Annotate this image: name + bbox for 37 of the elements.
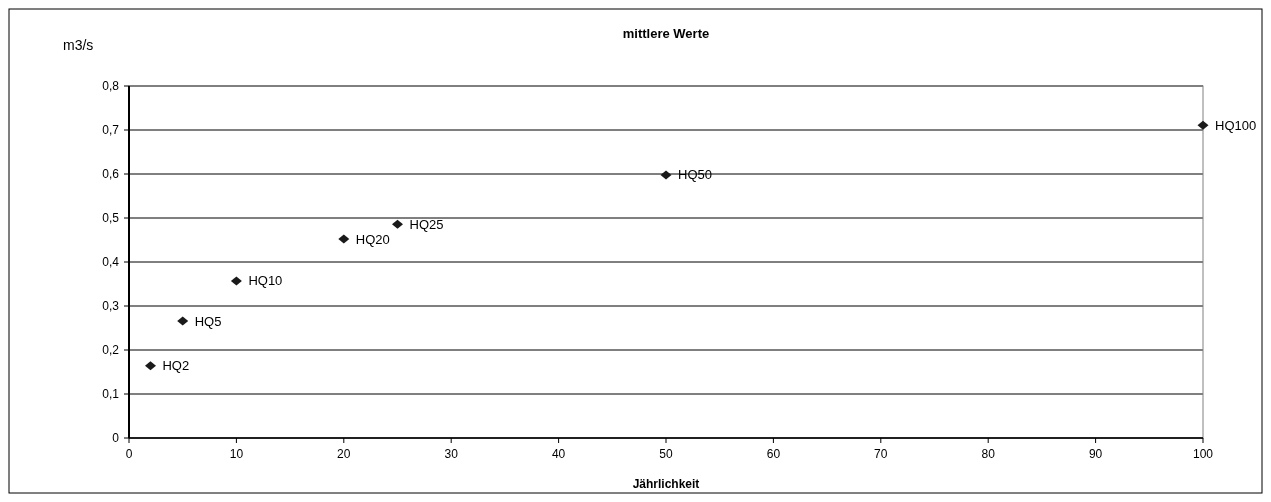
annotation: HQ20	[355, 231, 390, 247]
y-tick-label: 0,7	[102, 123, 120, 138]
point	[338, 234, 350, 244]
y-tick-label: 0,1	[102, 387, 120, 402]
chart-title: mittlere Werte	[622, 26, 710, 41]
x-tick-label: 0	[125, 447, 133, 461]
y-tick-label: 0,4	[102, 255, 120, 270]
x-tick-label: 90	[1088, 447, 1103, 461]
x-tick-label: 80	[981, 447, 996, 461]
x-axis-title: Jährlichkeit	[632, 477, 700, 491]
annotation: HQ50	[678, 167, 712, 183]
annotation: HQ25	[409, 216, 444, 232]
point	[1197, 120, 1209, 130]
point	[177, 316, 189, 326]
x-tick-label: 100	[1192, 447, 1214, 461]
point	[392, 219, 403, 229]
y-tick-label: 0	[112, 431, 120, 446]
y-tick-label: 0,2	[102, 343, 120, 358]
point	[144, 361, 156, 371]
x-tick-label: 60	[766, 447, 781, 461]
x-tick-label: 10	[229, 447, 244, 461]
x-tick-label: 20	[337, 447, 351, 461]
x-tick-label: 50	[659, 447, 673, 461]
y-tick-label: 0,3	[102, 299, 120, 314]
x-tick-label: 70	[874, 447, 888, 461]
annotation: HQ100	[1215, 117, 1257, 133]
annotation: HQ5	[194, 313, 222, 329]
y-axis-title: m3/s	[63, 37, 94, 53]
y-tick-label: 0,8	[102, 79, 120, 94]
annotation: HQ2	[162, 358, 190, 374]
x-tick-label: 30	[444, 447, 459, 461]
y-tick-label: 0,5	[102, 211, 120, 226]
point	[660, 170, 672, 180]
point	[230, 276, 242, 286]
x-tick-label: 40	[551, 447, 566, 461]
annotation: HQ10	[248, 273, 283, 289]
y-tick-label: 0,6	[102, 167, 120, 182]
